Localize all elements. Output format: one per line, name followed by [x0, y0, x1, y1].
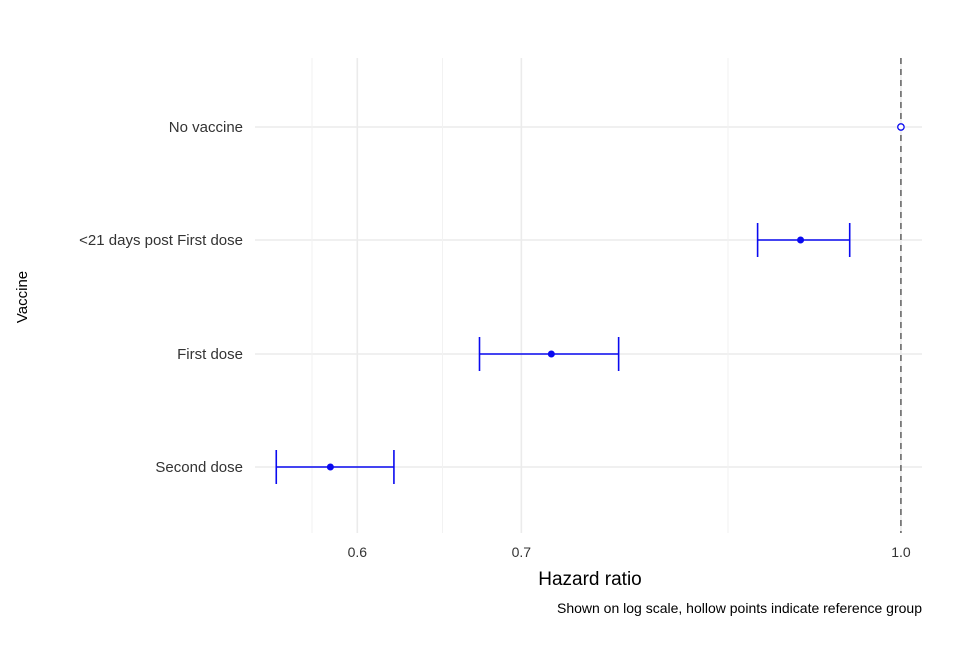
reference-point	[897, 123, 905, 131]
point-estimate	[797, 236, 805, 244]
x-tick-label: 1.0	[891, 544, 911, 560]
point-estimate	[326, 463, 334, 471]
x-axis-title: Hazard ratio	[538, 569, 642, 590]
x-tick-label: 0.7	[512, 544, 532, 560]
y-axis-title: Vaccine	[14, 271, 31, 323]
gridlines	[255, 58, 922, 533]
x-tick-labels: 0.6 0.7 1.0	[348, 544, 911, 560]
y-tick-label: <21 days post First dose	[79, 232, 243, 249]
y-tick-label: Second dose	[155, 459, 243, 476]
y-tick-labels: No vaccine <21 days post First dose First …	[79, 119, 243, 476]
chart-caption: Shown on log scale, hollow points indica…	[557, 600, 922, 616]
y-tick-label: First dose	[177, 346, 243, 363]
error-bars	[275, 123, 905, 484]
x-tick-label: 0.6	[348, 544, 368, 560]
y-tick-label: No vaccine	[169, 119, 243, 136]
point-estimate	[547, 350, 555, 358]
